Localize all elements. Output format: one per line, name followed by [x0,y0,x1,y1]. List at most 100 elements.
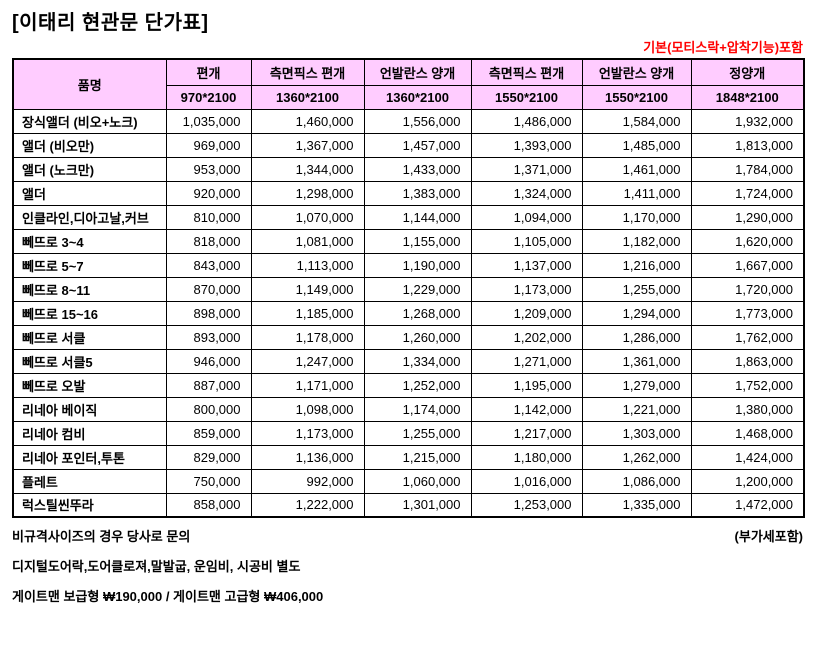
price-cell: 1,720,000 [690,276,805,302]
product-name-cell: 뻬뜨로 15~16 [12,300,167,326]
price-cell: 1,217,000 [470,420,583,446]
product-name-cell: 장식앨더 (비오+노크) [12,108,167,134]
price-cell: 1,279,000 [581,372,692,398]
price-cell: 810,000 [165,204,252,230]
price-cell: 859,000 [165,420,252,446]
price-cell: 1,200,000 [690,468,805,494]
price-cell: 1,411,000 [581,180,692,206]
price-cell: 800,000 [165,396,252,422]
price-cell: 1,485,000 [581,132,692,158]
table-row: 리네아 포인터,투톤 829,000 1,136,000 1,215,000 1,180… [12,444,805,470]
product-name-cell: 앨더 [12,180,167,206]
price-cell: 1,863,000 [690,348,805,374]
product-name-cell: 럭스틸씬뚜라 [12,492,167,518]
price-cell: 1,260,000 [363,324,472,350]
price-cell: 1,173,000 [470,276,583,302]
price-cell: 1,334,000 [363,348,472,374]
column-header-size: 1550*2100 [581,84,692,110]
price-cell: 946,000 [165,348,252,374]
gateman-price-note: 게이트맨 보급형 ₩190,000 / 게이트맨 고급형 ₩406,000 [12,589,324,604]
price-cell: 1,247,000 [250,348,365,374]
price-cell: 1,457,000 [363,132,472,158]
table-row: 뻬뜨로 8~11 870,000 1,149,000 1,229,000 1,173,0… [12,276,805,302]
price-cell: 1,433,000 [363,156,472,182]
price-cell: 1,173,000 [250,420,365,446]
product-name-cell: 리네아 포인터,투톤 [12,444,167,470]
product-name-cell: 앨더 (노크만) [12,156,167,182]
product-name-cell: 뻬뜨로 오발 [12,372,167,398]
table-body: 장식앨더 (비오+노크) 1,035,000 1,460,000 1,556,000 1… [12,108,805,518]
price-cell: 1,486,000 [470,108,583,134]
table-row: 앨더 (비오만) 969,000 1,367,000 1,457,000 1,393,0… [12,132,805,158]
price-cell: 1,472,000 [690,492,805,518]
column-header-size: 970*2100 [165,84,252,110]
price-cell: 1,255,000 [581,276,692,302]
price-cell: 1,113,000 [250,252,365,278]
price-cell: 1,216,000 [581,252,692,278]
price-cell: 858,000 [165,492,252,518]
column-header-size: 1848*2100 [690,84,805,110]
price-cell: 1,268,000 [363,300,472,326]
column-header-type: 언발란스 양개 [363,58,472,86]
price-cell: 1,784,000 [690,156,805,182]
table-row: 뻬뜨로 서클5 946,000 1,247,000 1,334,000 1,271,00… [12,348,805,374]
price-cell: 1,202,000 [470,324,583,350]
price-cell: 1,209,000 [470,300,583,326]
price-cell: 1,460,000 [250,108,365,134]
price-cell: 1,252,000 [363,372,472,398]
price-cell: 1,468,000 [690,420,805,446]
price-cell: 1,229,000 [363,276,472,302]
table-row: 뻬뜨로 오발 887,000 1,171,000 1,252,000 1,195,000… [12,372,805,398]
price-cell: 1,144,000 [363,204,472,230]
column-header-type: 언발란스 양개 [581,58,692,86]
price-cell: 1,195,000 [470,372,583,398]
price-cell: 1,762,000 [690,324,805,350]
price-cell: 1,584,000 [581,108,692,134]
price-cell: 1,221,000 [581,396,692,422]
price-cell: 1,773,000 [690,300,805,326]
extra-cost-note: 디지털도어락,도어클로져,말발굽, 운임비, 시공비 별도 [12,559,301,574]
included-features-note: 기본(모티스락+압착기능)포함 [643,40,803,55]
price-cell: 829,000 [165,444,252,470]
price-table: 품명 편개 측면픽스 편개 언발란스 양개 측면픽스 편개 언발란스 양개 정양개 970… [12,58,805,518]
price-cell: 1,171,000 [250,372,365,398]
price-cell: 1,094,000 [470,204,583,230]
table-row: 뻬뜨로 15~16 898,000 1,185,000 1,268,000 1,209,… [12,300,805,326]
table-row: 앨더 920,000 1,298,000 1,383,000 1,324,000 1,41… [12,180,805,206]
footer-line-1: 비규격사이즈의 경우 당사로 문의 (부가세포함) [12,528,803,545]
table-row: 장식앨더 (비오+노크) 1,035,000 1,460,000 1,556,000 1… [12,108,805,134]
price-cell: 1,371,000 [470,156,583,182]
price-cell: 1,361,000 [581,348,692,374]
price-cell: 1,383,000 [363,180,472,206]
price-cell: 1,253,000 [470,492,583,518]
price-cell: 1,170,000 [581,204,692,230]
price-cell: 1,271,000 [470,348,583,374]
price-cell: 1,324,000 [470,180,583,206]
price-cell: 1,190,000 [363,252,472,278]
price-cell: 1,255,000 [363,420,472,446]
product-name-cell: 리네아 베이직 [12,396,167,422]
price-cell: 843,000 [165,252,252,278]
price-cell: 1,086,000 [581,468,692,494]
price-cell: 1,070,000 [250,204,365,230]
table-row: 뻬뜨로 서클 893,000 1,178,000 1,260,000 1,202,000… [12,324,805,350]
price-cell: 1,344,000 [250,156,365,182]
column-header-size: 1360*2100 [250,84,365,110]
price-cell: 1,060,000 [363,468,472,494]
price-cell: 887,000 [165,372,252,398]
price-cell: 1,105,000 [470,228,583,254]
product-name-cell: 뻬뜨로 3~4 [12,228,167,254]
product-name-cell: 인클라인,디아고날,커브 [12,204,167,230]
price-cell: 1,178,000 [250,324,365,350]
price-cell: 1,724,000 [690,180,805,206]
header-size-row: 970*2100 1360*2100 1360*2100 1550*2100 1550*… [13,84,805,110]
price-cell: 1,294,000 [581,300,692,326]
column-header-product-name: 품명 [12,58,167,110]
price-cell: 870,000 [165,276,252,302]
table-row: 리네아 컴비 859,000 1,173,000 1,255,000 1,217,000… [12,420,805,446]
price-cell: 1,335,000 [581,492,692,518]
price-cell: 1,137,000 [470,252,583,278]
price-cell: 1,185,000 [250,300,365,326]
price-cell: 992,000 [250,468,365,494]
